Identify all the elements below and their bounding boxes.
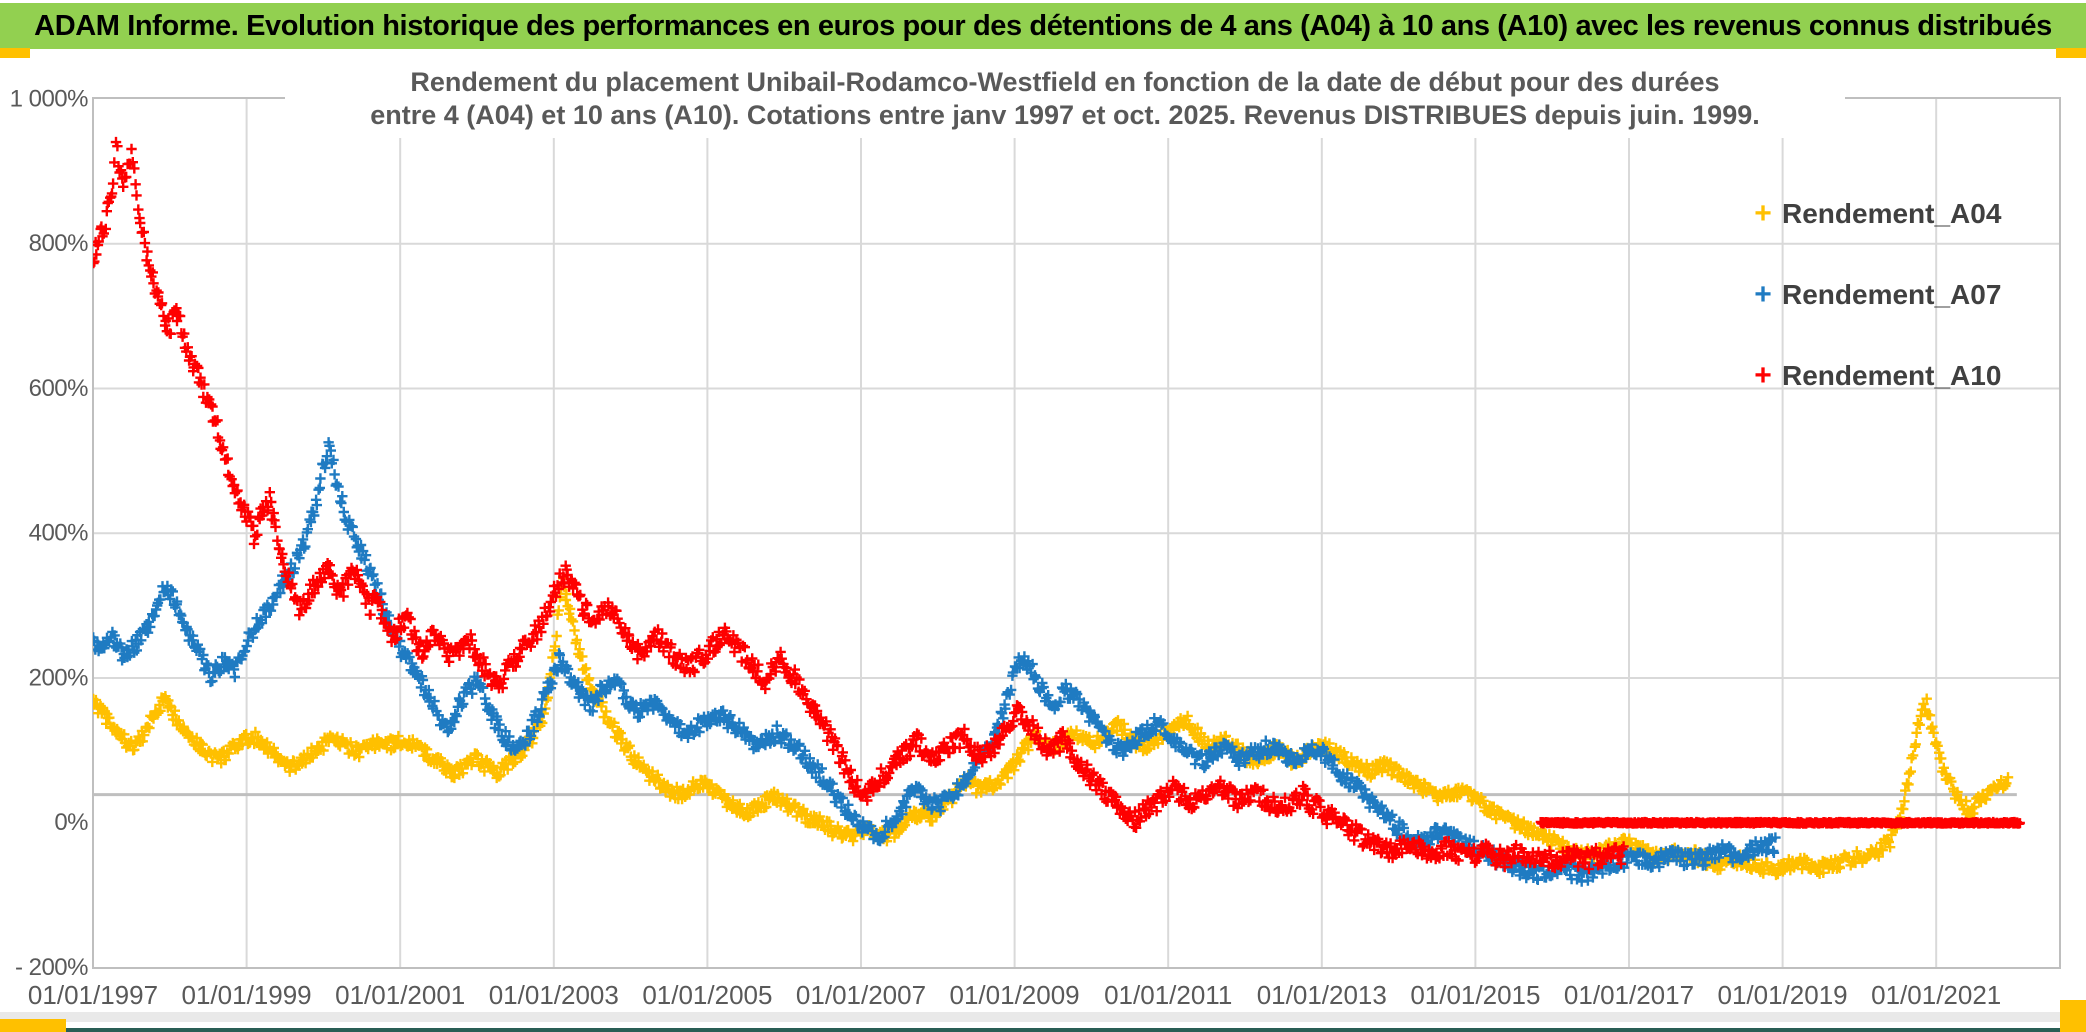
x-tick-label: 01/01/2017 bbox=[1564, 980, 1694, 1010]
y-tick-label: 400% bbox=[29, 520, 89, 547]
footer-gray-strip bbox=[0, 1012, 2086, 1022]
chart-title: Rendement du placement Unibail-Rodamco-W… bbox=[285, 62, 1845, 138]
footer-dark-line bbox=[0, 1028, 2086, 1032]
series-markers-rendement_a07 bbox=[93, 437, 1781, 887]
header-accent-right bbox=[2056, 48, 2086, 59]
series-a10-flat-zero-line bbox=[1535, 816, 2025, 829]
y-tick-label: 800% bbox=[29, 230, 89, 257]
chart-title-line-1: Rendement du placement Unibail-Rodamco-W… bbox=[410, 67, 1720, 97]
x-tick-label: 01/01/2013 bbox=[1257, 980, 1387, 1010]
plus-marker-icon-a07: + bbox=[1754, 278, 1772, 311]
series-markers-rendement_a10 bbox=[93, 136, 1629, 875]
x-tick-label: 01/01/1999 bbox=[182, 980, 312, 1010]
x-tick-label: 01/01/2009 bbox=[950, 980, 1080, 1010]
plus-marker-icon-a10: + bbox=[1754, 359, 1772, 392]
y-tick-label: 0% bbox=[54, 809, 88, 836]
x-tick-label: 01/01/1997 bbox=[28, 980, 158, 1010]
y-tick-label: - 200% bbox=[15, 954, 88, 981]
legend-label-a07: Rendement_A07 bbox=[1782, 279, 2002, 310]
chart-title-line-2: entre 4 (A04) et 10 ans (A10). Cotations… bbox=[370, 100, 1760, 130]
x-tick-label: 01/01/2001 bbox=[335, 980, 465, 1010]
y-tick-label: 1 000% bbox=[10, 85, 89, 112]
x-tick-label: 01/01/2003 bbox=[489, 980, 619, 1010]
plus-marker-icon-a04: + bbox=[1754, 197, 1772, 230]
footer-accent-left bbox=[0, 1019, 66, 1032]
legend-item-a04[interactable]: + Rendement_A04 bbox=[1748, 196, 2001, 232]
chart-plot-svg: 1 000% 800% 600% 400% 200% 0% - 200%01/01/1997… bbox=[10, 85, 2061, 1010]
x-tick-label: 01/01/2015 bbox=[1410, 980, 1540, 1010]
header-accent-left bbox=[0, 48, 30, 59]
x-tick-label: 01/01/2011 bbox=[1104, 980, 1232, 1010]
header-banner: ADAM Informe. Evolution historique des p… bbox=[0, 3, 2086, 49]
legend-item-a10[interactable]: + Rendement_A10 bbox=[1748, 358, 2001, 394]
chart-legend: + Rendement_A04 + Rendement_A07 + Rendem… bbox=[1748, 196, 2001, 439]
x-tick-label: 01/01/2005 bbox=[642, 980, 772, 1010]
x-tick-label: 01/01/2019 bbox=[1718, 980, 1848, 1010]
footer-accent-right bbox=[2060, 1000, 2086, 1032]
x-tick-label: 01/01/2021 bbox=[1871, 980, 2001, 1010]
header-title: ADAM Informe. Evolution historique des p… bbox=[34, 9, 2052, 42]
legend-label-a10: Rendement_A10 bbox=[1782, 360, 2002, 391]
x-tick-label: 01/01/2007 bbox=[796, 980, 926, 1010]
legend-item-a07[interactable]: + Rendement_A07 bbox=[1748, 277, 2001, 313]
y-tick-label: 200% bbox=[29, 664, 89, 691]
legend-label-a04: Rendement_A04 bbox=[1782, 198, 2002, 229]
y-tick-label: 600% bbox=[29, 375, 89, 402]
chart-area[interactable]: 1 000% 800% 600% 400% 200% 0% - 200% 01/01/1997… bbox=[0, 58, 2086, 1012]
